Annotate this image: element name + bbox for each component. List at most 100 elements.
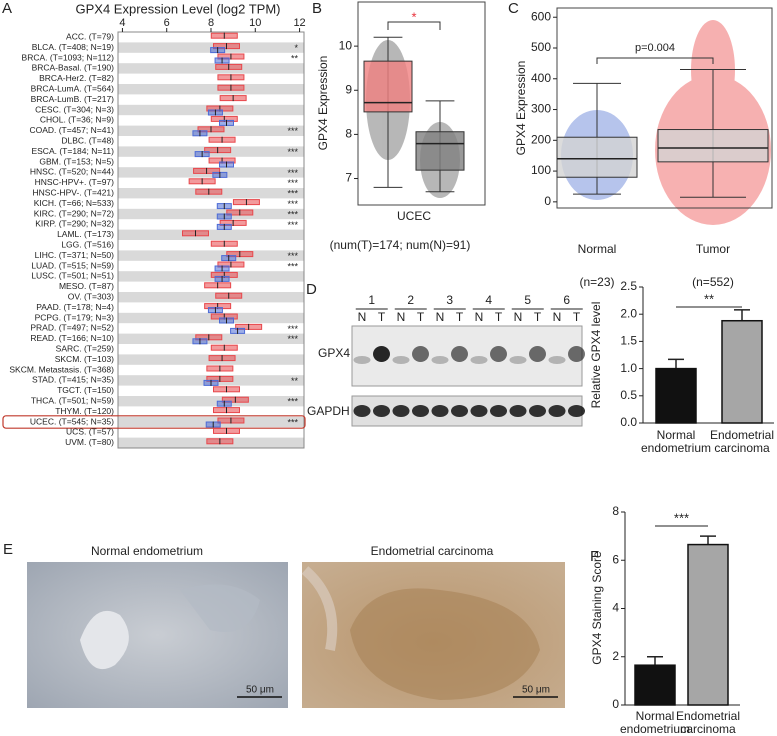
y-tick-label: 200 xyxy=(531,132,551,146)
row-label: LAML. (T=173) xyxy=(57,229,114,239)
y-tick-label: 500 xyxy=(531,40,551,54)
panel-label: C xyxy=(508,0,519,17)
row-label: BRCA-Basal. (T=190) xyxy=(32,63,115,73)
row-label: SARC. (T=259) xyxy=(56,343,115,353)
lane-type-label: N xyxy=(475,310,484,324)
row-stripe xyxy=(118,208,304,220)
row-label: ESCA. (T=184; N=11) xyxy=(31,146,114,156)
row-label: HNSC-HPV-. (T=421) xyxy=(33,187,115,197)
significance: *** xyxy=(287,324,298,334)
row-label: KIRP. (T=290; N=32) xyxy=(35,219,114,229)
scale-bar-label: 50 μm xyxy=(246,685,274,696)
row-stripe xyxy=(118,229,304,240)
row-label: PAAD. (T=178; N=4) xyxy=(36,302,114,312)
micrograph-title: Normal endometrium xyxy=(91,544,203,558)
blot-protein-label: GAPDH xyxy=(307,404,350,418)
lane-type-label: T xyxy=(456,310,464,324)
row-label: THYM. (T=120) xyxy=(55,406,114,416)
significance: *** xyxy=(287,261,298,271)
bar xyxy=(687,543,729,706)
x-tick-label: UCEC xyxy=(397,209,431,223)
plot-frame xyxy=(357,1,486,206)
row-label: COAD. (T=457; N=41) xyxy=(29,125,114,135)
y-tick-label: 2 xyxy=(612,649,619,663)
bar xyxy=(634,664,676,706)
row-label: BRCA-Her2. (T=82) xyxy=(39,73,114,83)
significance: * xyxy=(294,43,298,53)
lane-type-label: T xyxy=(495,310,503,324)
row-label: BRCA-LumB. (T=217) xyxy=(31,94,115,104)
row-label: READ. (T=166; N=10) xyxy=(30,333,114,343)
x-tick-label: 4 xyxy=(119,17,125,29)
y-tick-label: 2.5 xyxy=(620,279,637,293)
panel-label: A xyxy=(2,0,12,17)
y-axis-label: GPX4 Staining Score xyxy=(590,551,604,665)
lane-number: 2 xyxy=(407,293,414,307)
lane-number: 1 xyxy=(368,293,375,307)
y-tick-label: 8 xyxy=(345,127,352,141)
row-label: GBM. (T=153; N=5) xyxy=(39,156,114,166)
panel-label: F xyxy=(590,548,599,565)
blot-band xyxy=(529,346,546,362)
lane-type-label: T xyxy=(417,310,425,324)
significance: *** xyxy=(287,209,298,219)
y-tick-label: 6 xyxy=(612,552,619,566)
row-label: KIRC. (T=290; N=72) xyxy=(34,208,114,218)
x-tick-label: 8 xyxy=(208,17,214,29)
y-tick-label: 0 xyxy=(612,697,619,711)
panel-label: D xyxy=(306,281,317,298)
blot-band xyxy=(451,405,468,417)
lane-type-label: N xyxy=(553,310,562,324)
significance: *** xyxy=(674,510,689,525)
row-label: BRCA. (T=1093; N=112) xyxy=(22,52,115,62)
blot-band xyxy=(353,356,371,364)
blot-band xyxy=(373,346,390,362)
gland xyxy=(80,610,129,670)
row-stripe xyxy=(118,63,304,74)
row-label: DLBC. (T=48) xyxy=(61,135,114,145)
significance: *** xyxy=(287,168,298,178)
panel-label: E xyxy=(3,541,13,558)
lane-type-label: T xyxy=(534,310,542,324)
blot-band xyxy=(431,405,449,417)
blot-band xyxy=(373,405,390,417)
micrograph xyxy=(27,562,288,708)
row-label: PCPG. (T=179; N=3) xyxy=(35,312,115,322)
row-stripe xyxy=(118,292,304,303)
significance: *** xyxy=(287,251,298,261)
blot-band xyxy=(548,405,566,417)
box xyxy=(657,129,769,163)
footnote: (num(T)=174; num(N)=91) xyxy=(330,238,471,252)
row-stripe xyxy=(118,396,304,407)
y-axis-label: GPX4 Expression xyxy=(514,61,528,156)
significance: * xyxy=(411,9,416,24)
blot-band xyxy=(490,346,507,362)
x-tick-label: Normal xyxy=(578,242,617,256)
row-label: THCA. (T=501; N=59) xyxy=(31,395,114,405)
row-label: ACC. (T=79) xyxy=(66,31,114,41)
row-label: OV. (T=303) xyxy=(68,291,114,301)
x-tick-label: Endometrial carcinoma xyxy=(709,428,775,455)
significance: *** xyxy=(287,126,298,136)
significance: *** xyxy=(287,189,298,199)
blot-band xyxy=(490,405,507,417)
scale-bar-label: 50 μm xyxy=(522,685,550,696)
blot-band xyxy=(412,346,429,362)
blot-band xyxy=(412,405,429,417)
row-label: LUAD. (T=515; N=59) xyxy=(31,260,114,270)
x-tick-label: 10 xyxy=(249,17,261,29)
point-cloud xyxy=(366,20,771,225)
row-label: UCEC. (T=545; N=35) xyxy=(30,416,114,426)
lane-type-label: N xyxy=(358,310,367,324)
y-tick-label: 4 xyxy=(612,601,619,615)
blot-band xyxy=(548,356,566,364)
row-label: BRCA-LumA. (T=564) xyxy=(31,83,115,93)
significance: *** xyxy=(287,178,298,188)
group-count: (n=23) xyxy=(579,275,614,289)
y-tick-label: 600 xyxy=(531,9,551,23)
plot-frame xyxy=(556,7,773,209)
blot-band xyxy=(353,405,371,417)
y-tick-label: 8 xyxy=(612,504,619,518)
blot-band xyxy=(568,346,585,362)
bar xyxy=(721,319,763,424)
